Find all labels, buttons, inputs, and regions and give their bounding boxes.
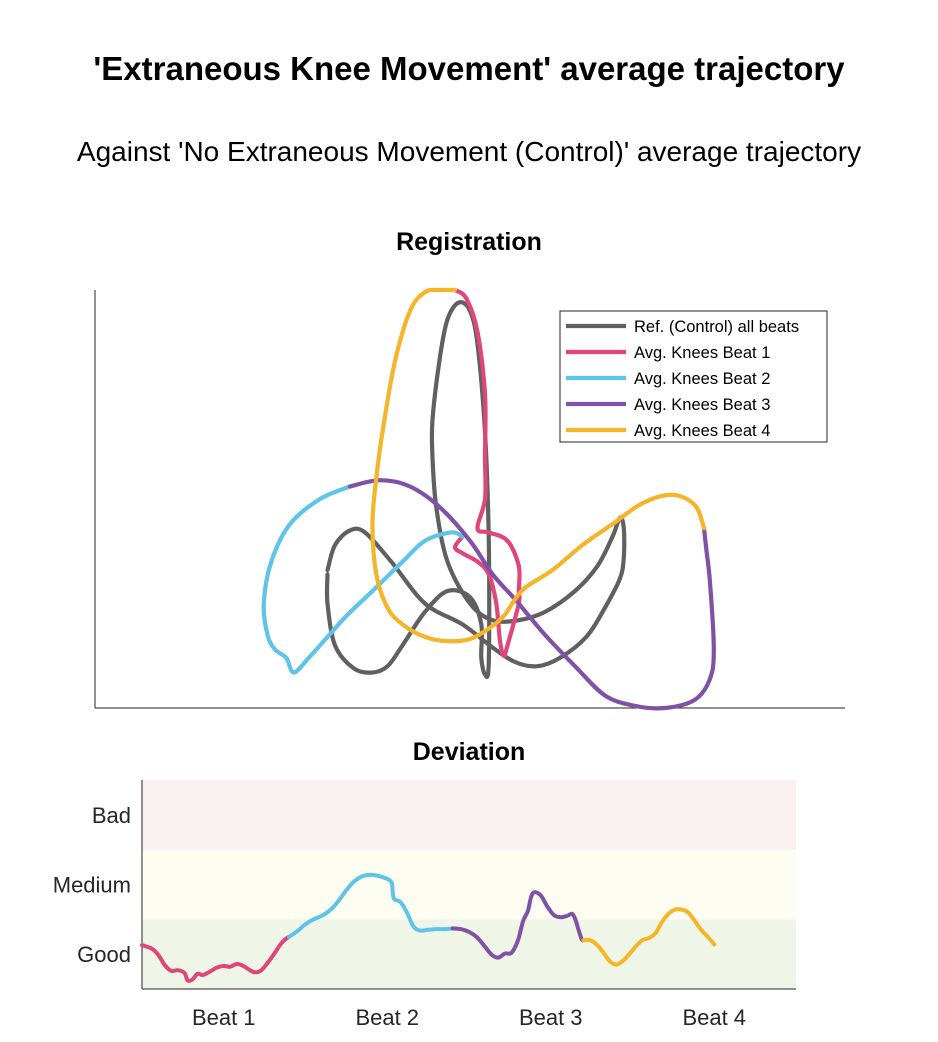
registration-series-5 [370,287,707,644]
registration-series-4 [347,478,716,711]
deviation-series-beat-4 [581,907,717,967]
deviation-chart-title: Deviation [412,738,526,766]
y-tick-label-good: Good [77,942,131,967]
deviation-series-beat-2 [287,872,455,939]
y-tick-label-medium: Medium [53,873,131,898]
registration-chart-title: Registration [396,228,542,256]
deviation-series-beat-1 [140,934,292,984]
x-tick-label-beat-4: Beat 4 [682,1005,746,1030]
registration-plot: Ref. (Control) all beats Avg. Knees Beat … [94,287,845,711]
x-tick-label-beat-3: Beat 3 [519,1005,583,1030]
y-tick-label-bad: Bad [92,803,131,828]
registration-series-3 [261,484,465,675]
page-subtitle: Against 'No Extraneous Movement (Control… [76,136,862,167]
legend-label-4: Avg. Knees Beat 3 [634,396,770,414]
registration-series-1 [324,300,627,680]
deviation-plot: Good Medium Bad Beat 1 Beat 2 Beat 3 Beat 4 [53,780,796,1030]
legend-label-1: Ref. (Control) all beats [634,318,799,336]
band-bad [142,780,796,850]
page-title: 'Extraneous Knee Movement' average traje… [93,50,845,87]
legend-label-3: Avg. Knees Beat 2 [634,370,770,388]
band-medium [142,849,796,920]
legend-label-2: Avg. Knees Beat 1 [634,344,770,362]
legend-label-5: Avg. Knees Beat 4 [634,422,770,440]
registration-series-2 [452,287,522,658]
x-tick-label-beat-1: Beat 1 [192,1005,256,1030]
registration-legend: Ref. (Control) all beats Avg. Knees Beat … [559,310,828,443]
x-tick-label-beat-2: Beat 2 [355,1005,419,1030]
deviation-series-beat-3 [450,890,586,960]
